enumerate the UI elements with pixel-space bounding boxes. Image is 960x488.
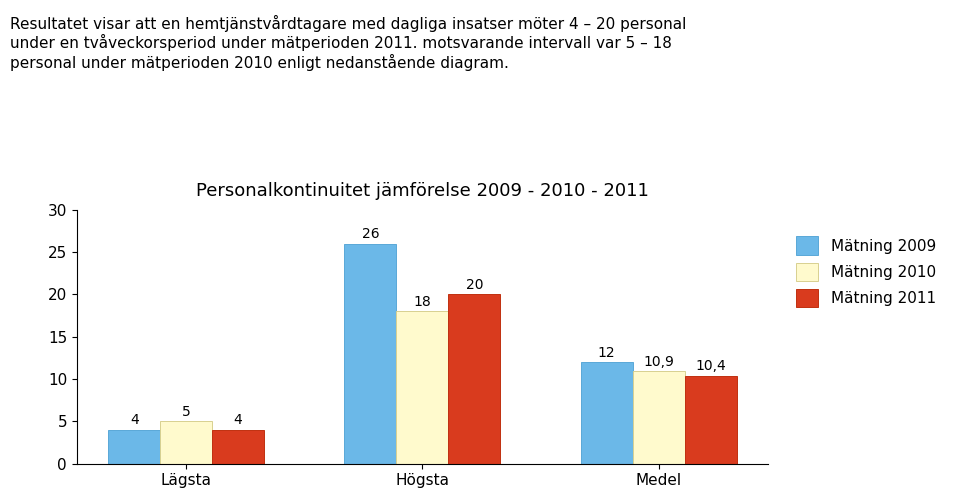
Legend: Mätning 2009, Mätning 2010, Mätning 2011: Mätning 2009, Mätning 2010, Mätning 2011 — [789, 230, 942, 314]
Text: 12: 12 — [598, 346, 615, 360]
Bar — [212, 430, 264, 464]
Bar — [345, 244, 396, 464]
Bar — [633, 371, 684, 464]
Bar — [396, 311, 448, 464]
Bar — [581, 362, 633, 464]
Bar — [160, 421, 212, 464]
Text: 4: 4 — [234, 413, 243, 427]
Text: 4: 4 — [130, 413, 138, 427]
Text: 20: 20 — [466, 278, 483, 292]
Bar — [448, 294, 500, 464]
Text: 26: 26 — [362, 227, 379, 241]
Bar — [684, 376, 736, 464]
Text: 5: 5 — [181, 405, 190, 419]
Title: Personalkontinuitet jämförelse 2009 - 2010 - 2011: Personalkontinuitet jämförelse 2009 - 20… — [196, 182, 649, 200]
Text: Resultatet visar att en hemtjänstvårdtagare med dagliga insatser möter 4 – 20 pe: Resultatet visar att en hemtjänstvårdtag… — [10, 15, 686, 71]
Text: 10,4: 10,4 — [695, 359, 726, 373]
Text: 10,9: 10,9 — [643, 355, 674, 369]
Text: 18: 18 — [414, 295, 431, 309]
Bar — [108, 430, 160, 464]
